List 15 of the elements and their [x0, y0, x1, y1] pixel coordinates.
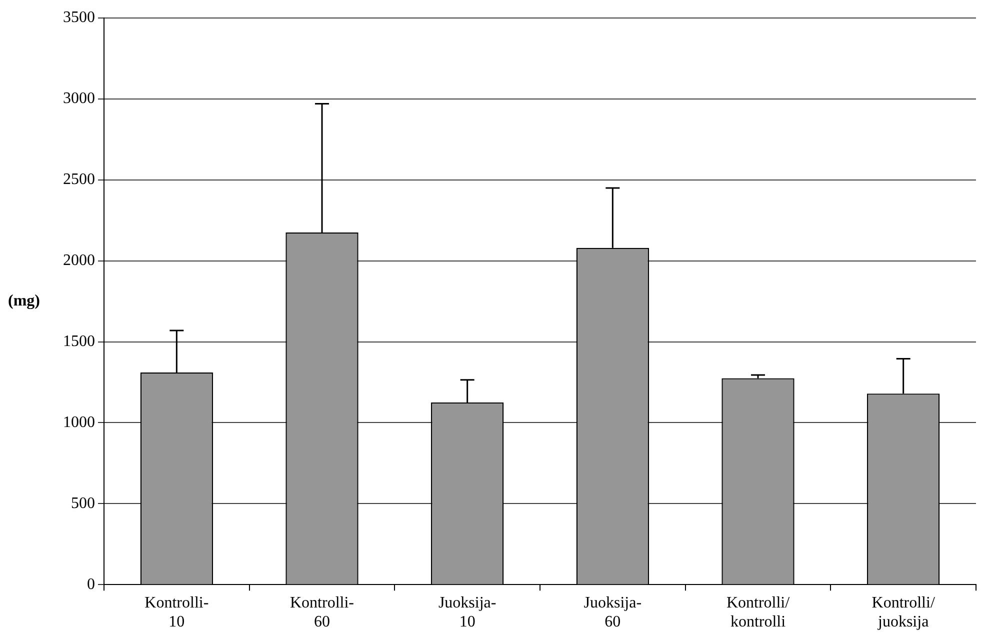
- x-tick-label: Kontrolli-60: [290, 594, 354, 631]
- y-tick-label: 2500: [63, 171, 95, 188]
- y-tick-label: 3500: [63, 9, 95, 26]
- y-tick-label: 2000: [63, 252, 95, 270]
- x-tick-label: Juoksija-60: [584, 594, 642, 631]
- x-tick-label: Kontrolli/kontrolli: [726, 594, 790, 631]
- y-tick-label: 1000: [63, 414, 95, 431]
- y-tick-label: 0: [87, 576, 95, 593]
- x-tick-label: Kontrolli/juoksija: [872, 594, 936, 631]
- y-tick-label: 3000: [63, 90, 95, 108]
- y-axis-title: (mg): [8, 292, 40, 310]
- x-tick-label: Kontrolli-10: [144, 594, 209, 631]
- x-tick-label: Juoksija-10: [438, 594, 496, 631]
- y-tick-label: 500: [71, 494, 95, 512]
- y-tick-label: 1500: [63, 332, 95, 350]
